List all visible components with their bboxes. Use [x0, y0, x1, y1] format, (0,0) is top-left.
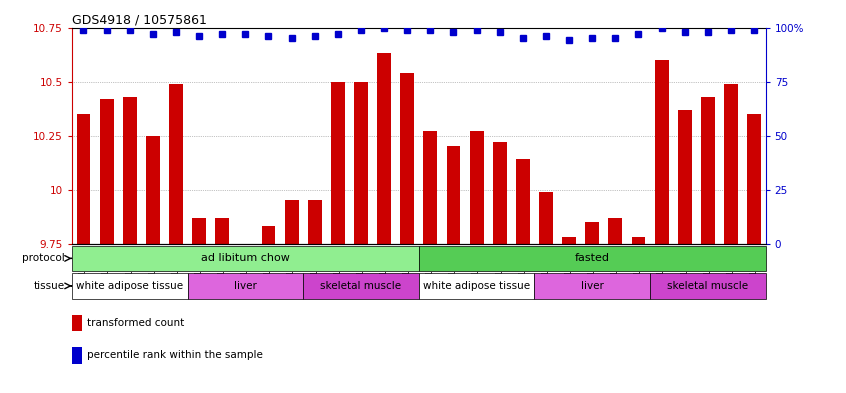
Bar [72, 273, 188, 299]
Bar [535, 273, 650, 299]
Text: protocol: protocol [22, 253, 65, 263]
Bar [608, 218, 623, 244]
Bar [562, 237, 576, 244]
Bar [100, 99, 113, 244]
Text: ad libitum chow: ad libitum chow [201, 253, 290, 263]
Bar [400, 73, 415, 244]
Text: liver: liver [233, 281, 257, 291]
Bar [331, 81, 345, 244]
Bar [308, 200, 321, 244]
Bar [72, 314, 81, 331]
Bar [123, 97, 137, 244]
Text: white adipose tissue: white adipose tissue [423, 281, 530, 291]
Bar [650, 273, 766, 299]
Bar [447, 146, 460, 244]
Bar [188, 273, 303, 299]
Text: tissue: tissue [34, 281, 65, 291]
Bar [724, 84, 738, 244]
Bar [72, 246, 419, 271]
Bar [516, 159, 530, 244]
Bar [423, 131, 437, 244]
Bar [284, 200, 299, 244]
Bar [747, 114, 761, 244]
Bar [631, 237, 645, 244]
Bar [261, 226, 276, 244]
Bar [146, 136, 160, 244]
Bar [354, 81, 368, 244]
Text: fasted: fasted [574, 253, 610, 263]
Text: transformed count: transformed count [87, 318, 184, 328]
Bar [585, 222, 599, 244]
Bar [419, 273, 535, 299]
Text: skeletal muscle: skeletal muscle [321, 281, 402, 291]
Text: liver: liver [580, 281, 604, 291]
Bar [700, 97, 715, 244]
Text: GDS4918 / 10575861: GDS4918 / 10575861 [72, 13, 206, 26]
Text: skeletal muscle: skeletal muscle [667, 281, 749, 291]
Bar [76, 114, 91, 244]
Text: white adipose tissue: white adipose tissue [76, 281, 184, 291]
Bar [492, 142, 507, 244]
Bar [72, 347, 81, 364]
Bar [470, 131, 484, 244]
Bar [169, 84, 183, 244]
Bar [678, 110, 692, 244]
Bar [303, 273, 419, 299]
Bar [655, 60, 668, 244]
Bar [539, 192, 553, 244]
Bar [377, 53, 391, 244]
Text: percentile rank within the sample: percentile rank within the sample [87, 350, 263, 360]
Bar [192, 218, 206, 244]
Bar [215, 218, 229, 244]
Bar [419, 246, 766, 271]
